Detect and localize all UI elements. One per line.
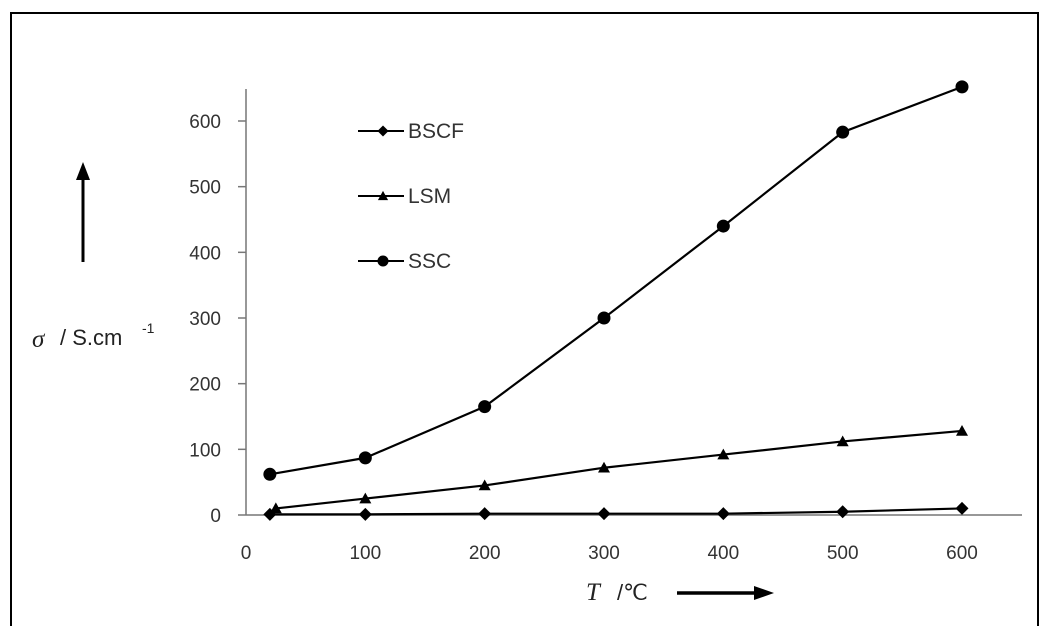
y-tick-label: 300: [189, 309, 221, 330]
y-axis-unit-exponent: -1: [142, 320, 155, 336]
diamond-marker: [358, 507, 372, 521]
circle-marker: [358, 451, 372, 465]
y-axis-symbol: σ: [32, 326, 46, 353]
legend-label-lsm: LSM: [408, 185, 451, 208]
series-line-ssc: [269, 85, 963, 476]
y-axis-unit: / S.cm: [60, 325, 122, 350]
triangle-marker: [478, 479, 491, 491]
y-tick-label: 400: [189, 243, 221, 264]
x-tick-label: 100: [349, 543, 381, 564]
y-tick-label: 600: [189, 112, 221, 133]
circle-marker: [377, 255, 389, 267]
triangle-marker: [377, 190, 389, 201]
series-lines: [269, 85, 963, 516]
x-tick-label: 200: [469, 543, 501, 564]
x-tick-label: 0: [241, 543, 252, 564]
legend-label-bscf: BSCF: [408, 120, 464, 143]
x-tick-label: 300: [588, 543, 620, 564]
triangle-marker: [269, 502, 282, 514]
x-tick-label: 600: [946, 543, 978, 564]
triangle-marker: [717, 448, 730, 460]
circle-marker: [597, 311, 611, 325]
y-tick-label: 100: [189, 440, 221, 461]
x-axis-unit: /℃: [617, 580, 648, 605]
x-tick-label: 500: [827, 543, 859, 564]
diamond-marker: [597, 507, 611, 521]
triangle-marker: [836, 435, 849, 447]
x-tick-label: 400: [707, 543, 739, 564]
series-line-lsm: [275, 429, 963, 510]
diamond-marker: [836, 505, 850, 519]
diamond-marker: [478, 507, 492, 521]
circle-marker: [955, 80, 969, 94]
legend-label-ssc: SSC: [408, 250, 451, 273]
diamond-marker: [377, 125, 389, 137]
y-tick-label: 0: [210, 506, 221, 527]
figure-frame: [10, 12, 1039, 626]
x-axis-symbol: T: [586, 579, 602, 606]
circle-marker: [716, 219, 730, 233]
y-ticks: 0 100 200 300 400 500 600: [189, 112, 246, 527]
x-ticks: 0 100 200 300 400 500 600: [241, 543, 978, 564]
x-axis-arrow-head: [754, 586, 774, 600]
diamond-marker: [716, 507, 730, 521]
circle-marker: [263, 467, 277, 481]
legend: BSCF LSM SSC: [358, 120, 464, 273]
circle-marker: [836, 125, 850, 139]
circle-marker: [478, 400, 492, 414]
triangle-marker: [359, 492, 372, 504]
y-tick-label: 500: [189, 178, 221, 199]
series-markers: [263, 80, 969, 521]
y-axis-arrow-head: [76, 162, 90, 180]
triangle-marker: [598, 461, 610, 473]
diamond-marker: [955, 501, 969, 515]
y-tick-label: 200: [189, 375, 221, 396]
series-line-bscf: [269, 507, 963, 516]
triangle-marker: [956, 424, 968, 436]
